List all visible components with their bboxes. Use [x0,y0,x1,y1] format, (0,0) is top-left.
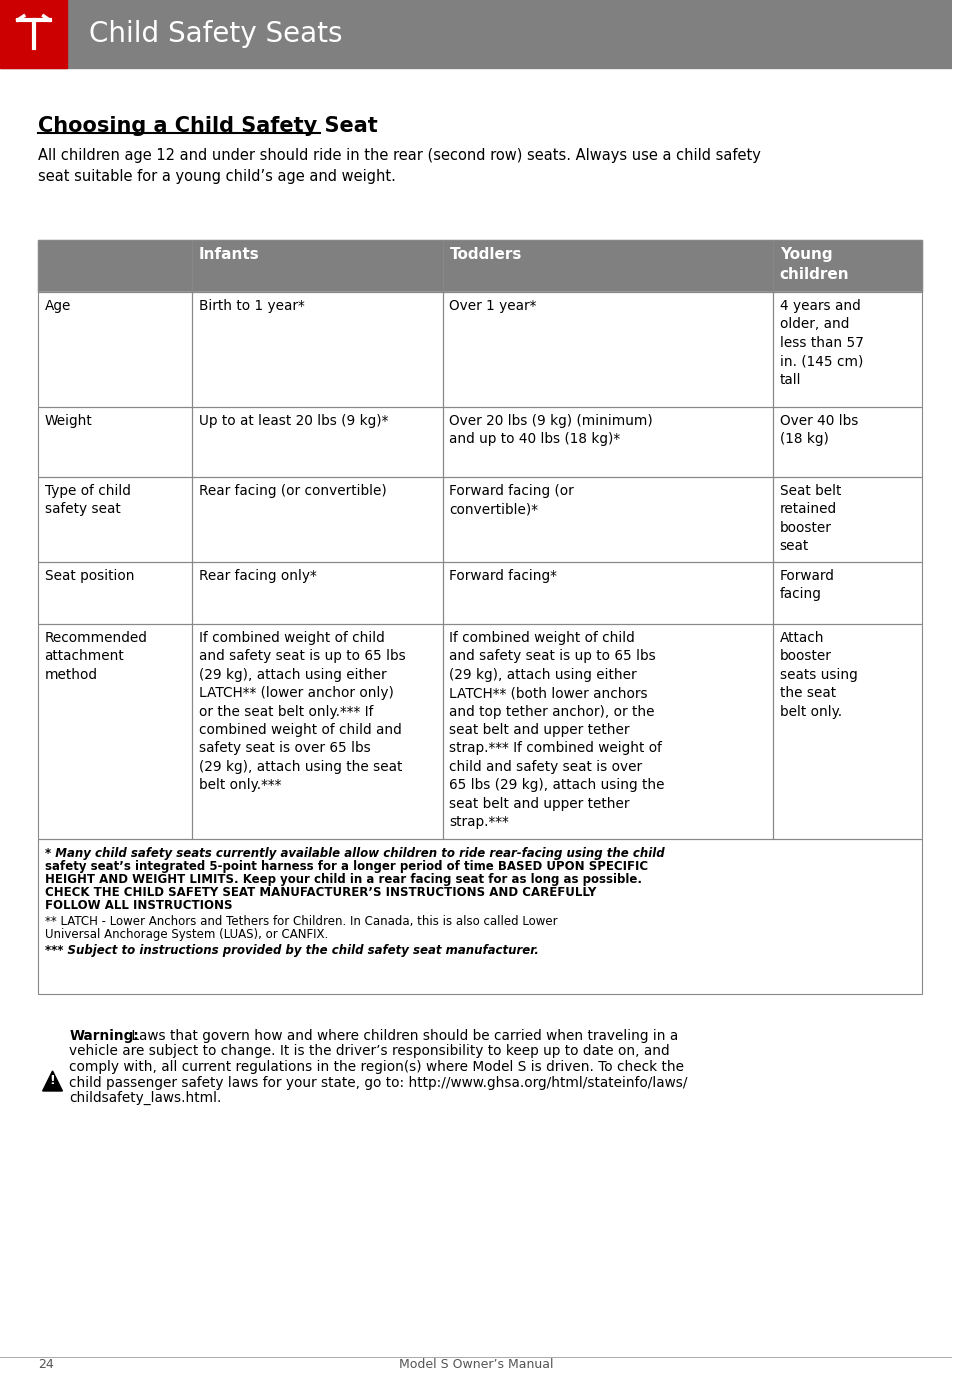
Text: FOLLOW ALL INSTRUCTIONS: FOLLOW ALL INSTRUCTIONS [44,899,232,912]
Bar [37,292,192,408]
Text: Rear facing (or convertible): Rear facing (or convertible) [199,484,387,498]
Bar [443,563,773,624]
Text: Warning:: Warning: [69,1029,139,1043]
Bar [37,240,192,292]
Text: Rear facing only*: Rear facing only* [199,570,317,584]
Bar [37,563,192,624]
Text: Forward
facing: Forward facing [780,570,834,602]
Text: safety seat’s integrated 5-point harness for a longer period of time BASED UPON : safety seat’s integrated 5-point harness… [44,860,648,872]
Text: Infants: Infants [199,247,260,262]
Text: ** LATCH - Lower Anchors and Tethers for Children. In Canada, this is also calle: ** LATCH - Lower Anchors and Tethers for… [44,914,557,928]
Text: 4 years and
older, and
less than 57
in. (145 cm)
tall: 4 years and older, and less than 57 in. … [780,299,864,387]
Bar [443,292,773,408]
Text: childsafety_laws.html.: childsafety_laws.html. [69,1092,222,1106]
Bar [37,839,922,994]
Text: * Many child safety seats currently available allow children to ride rear-facing: * Many child safety seats currently avai… [44,847,664,860]
Text: Recommended
attachment
method: Recommended attachment method [44,631,148,681]
Bar [0,0,67,68]
Text: Up to at least 20 lbs (9 kg)*: Up to at least 20 lbs (9 kg)* [199,415,389,429]
Text: Forward facing*: Forward facing* [449,570,558,584]
Text: vehicle are subject to change. It is the driver’s responsibility to keep up to d: vehicle are subject to change. It is the… [69,1044,670,1058]
Bar [192,408,443,477]
Bar [192,624,443,839]
Bar [773,563,922,624]
Text: Seat position: Seat position [44,570,134,584]
Text: HEIGHT AND WEIGHT LIMITS. Keep your child in a rear facing seat for as long as p: HEIGHT AND WEIGHT LIMITS. Keep your chil… [44,872,641,886]
Text: Child Safety Seats: Child Safety Seats [89,20,343,47]
Bar [443,240,773,292]
Bar [443,408,773,477]
Text: Young
children: Young children [780,247,850,282]
Bar [773,624,922,839]
Bar [773,292,922,408]
Text: !: ! [50,1074,56,1087]
Bar [773,477,922,563]
Bar [0,0,951,68]
Text: Age: Age [44,299,71,313]
Text: Seat belt
retained
booster
seat: Seat belt retained booster seat [780,484,841,553]
Bar [37,477,192,563]
Text: *** Subject to instructions provided by the child safety seat manufacturer.: *** Subject to instructions provided by … [44,944,539,958]
Text: Weight: Weight [44,415,92,429]
Bar [443,477,773,563]
Bar [192,563,443,624]
Bar [443,624,773,839]
Text: comply with, all current regulations in the region(s) where Model S is driven. T: comply with, all current regulations in … [69,1060,684,1074]
Text: CHECK THE CHILD SAFETY SEAT MANUFACTURER’S INSTRUCTIONS AND CAREFULLY: CHECK THE CHILD SAFETY SEAT MANUFACTURER… [44,886,596,899]
Text: Birth to 1 year*: Birth to 1 year* [199,299,305,313]
Text: Over 20 lbs (9 kg) (minimum)
and up to 40 lbs (18 kg)*: Over 20 lbs (9 kg) (minimum) and up to 4… [449,415,653,447]
Bar [192,477,443,563]
Bar [192,240,443,292]
Text: Universal Anchorage System (LUAS), or CANFIX.: Universal Anchorage System (LUAS), or CA… [44,928,328,941]
Bar [192,292,443,408]
Text: Attach
booster
seats using
the seat
belt only.: Attach booster seats using the seat belt… [780,631,857,719]
Text: Forward facing (or
convertible)*: Forward facing (or convertible)* [449,484,574,517]
Bar [37,624,192,839]
Text: Type of child
safety seat: Type of child safety seat [44,484,131,517]
Bar [773,408,922,477]
Text: Toddlers: Toddlers [449,247,522,262]
Text: Model S Owner’s Manual: Model S Owner’s Manual [398,1358,553,1371]
Text: 24: 24 [37,1358,54,1371]
Text: If combined weight of child
and safety seat is up to 65 lbs
(29 kg), attach usin: If combined weight of child and safety s… [199,631,406,792]
Text: child passenger safety laws for your state, go to: http://www.ghsa.org/html/stat: child passenger safety laws for your sta… [69,1075,688,1089]
Text: All children age 12 and under should ride in the rear (second row) seats. Always: All children age 12 and under should rid… [37,148,760,184]
Bar [773,240,922,292]
Text: Over 40 lbs
(18 kg): Over 40 lbs (18 kg) [780,415,858,447]
Text: Choosing a Child Safety Seat: Choosing a Child Safety Seat [37,116,377,135]
Polygon shape [42,1071,62,1092]
Text: Over 1 year*: Over 1 year* [449,299,537,313]
Text: Laws that govern how and where children should be carried when traveling in a: Laws that govern how and where children … [127,1029,678,1043]
Text: If combined weight of child
and safety seat is up to 65 lbs
(29 kg), attach usin: If combined weight of child and safety s… [449,631,665,829]
Bar [37,408,192,477]
